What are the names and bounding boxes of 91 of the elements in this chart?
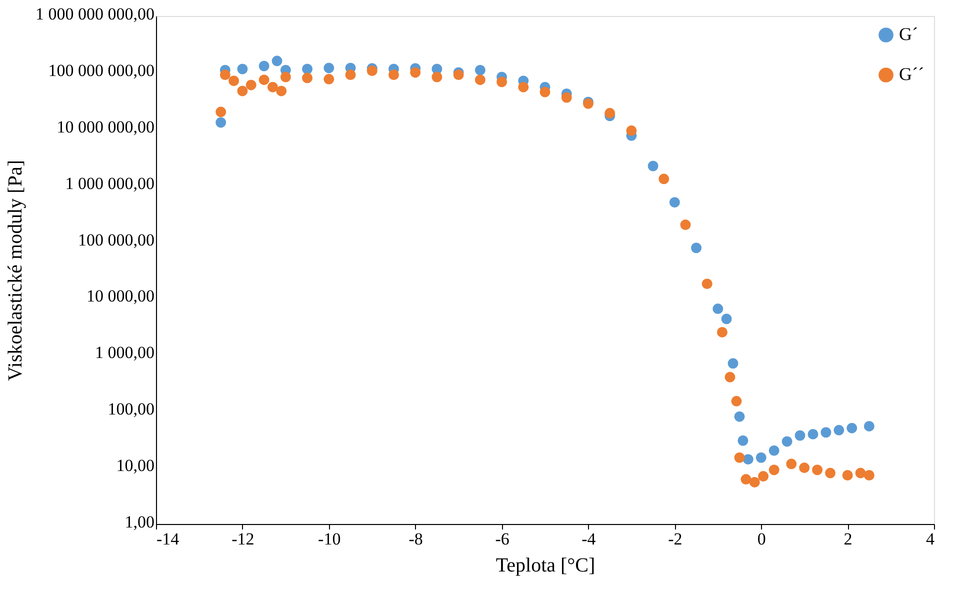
point xyxy=(237,64,248,74)
point xyxy=(716,326,728,338)
y-tick-label: 1 000 000,00 xyxy=(65,174,154,193)
x-tick-label: -14 xyxy=(156,530,180,548)
point xyxy=(518,82,529,92)
point xyxy=(410,67,421,78)
y-tick-label: 1,00 xyxy=(124,512,154,532)
point xyxy=(604,108,616,118)
point xyxy=(246,80,256,90)
legend-label: G´ xyxy=(899,24,918,44)
x-tick-label: 0 xyxy=(757,530,766,548)
x-axis-title: Teplota [°C] xyxy=(496,554,596,576)
point xyxy=(388,70,399,80)
point xyxy=(864,470,874,481)
point xyxy=(345,70,356,80)
point xyxy=(846,422,858,434)
point xyxy=(658,174,670,184)
y-tick-label: 100,00 xyxy=(108,400,154,419)
point xyxy=(808,428,818,440)
point xyxy=(738,435,748,446)
point xyxy=(731,396,742,406)
point xyxy=(799,462,810,474)
point xyxy=(302,64,313,74)
x-tick-label: -10 xyxy=(318,530,341,548)
x-tick-label: -4 xyxy=(582,530,596,548)
point xyxy=(324,62,334,74)
point xyxy=(712,304,724,314)
point xyxy=(740,474,752,485)
x-tick-label: 4 xyxy=(926,530,935,548)
point xyxy=(834,424,844,436)
point xyxy=(691,242,702,254)
x-tick-label: 2 xyxy=(844,530,852,548)
point xyxy=(276,86,287,96)
point xyxy=(864,420,874,432)
point xyxy=(324,74,334,84)
point xyxy=(768,464,780,476)
point xyxy=(561,92,572,103)
point xyxy=(669,197,680,208)
point xyxy=(756,452,766,463)
y-tick-label: 100 000 000,00 xyxy=(48,60,154,80)
point xyxy=(474,74,486,86)
point xyxy=(855,468,866,478)
point xyxy=(825,468,836,478)
point xyxy=(742,454,754,465)
point xyxy=(702,278,712,290)
y-tick-label: 10 000 000,00 xyxy=(56,117,154,136)
point xyxy=(267,82,278,92)
point xyxy=(220,70,230,80)
point xyxy=(228,76,240,86)
y-tick-label: 100 000,00 xyxy=(78,230,154,250)
x-tick-label: -8 xyxy=(408,530,423,548)
y-tick-label: 1 000,00 xyxy=(95,343,154,362)
point xyxy=(812,464,823,476)
point xyxy=(474,64,486,76)
point xyxy=(794,430,806,441)
point xyxy=(453,70,464,80)
point xyxy=(258,60,270,72)
x-tick-label: -12 xyxy=(232,530,254,548)
point xyxy=(782,436,792,447)
point xyxy=(749,476,760,488)
point xyxy=(728,358,738,369)
y-tick-label: 10,00 xyxy=(116,456,154,476)
point xyxy=(734,411,745,422)
y-axis-title: Viskoelastické moduly [Pa] xyxy=(4,160,26,381)
point xyxy=(237,86,248,96)
y-tick-label: 1 000 000 000,00 xyxy=(36,4,154,24)
point xyxy=(540,86,550,98)
point xyxy=(272,56,282,66)
point xyxy=(786,458,797,470)
point xyxy=(758,471,769,482)
point xyxy=(680,220,691,230)
point xyxy=(366,66,378,76)
point xyxy=(734,452,745,463)
point xyxy=(432,72,442,82)
point xyxy=(648,160,658,172)
y-tick-label: 10 000,00 xyxy=(86,286,154,306)
point xyxy=(724,372,736,382)
point xyxy=(280,72,291,82)
x-tick-label: -6 xyxy=(495,530,510,548)
x-tick-label: -2 xyxy=(668,530,682,548)
point xyxy=(496,76,508,88)
point xyxy=(216,106,226,118)
point xyxy=(820,427,832,438)
legend-label: G´´ xyxy=(899,64,924,84)
point xyxy=(842,470,853,481)
point xyxy=(216,117,226,128)
point xyxy=(626,125,637,136)
point xyxy=(721,314,732,324)
point xyxy=(302,72,313,84)
point xyxy=(768,445,780,456)
point xyxy=(258,74,270,86)
